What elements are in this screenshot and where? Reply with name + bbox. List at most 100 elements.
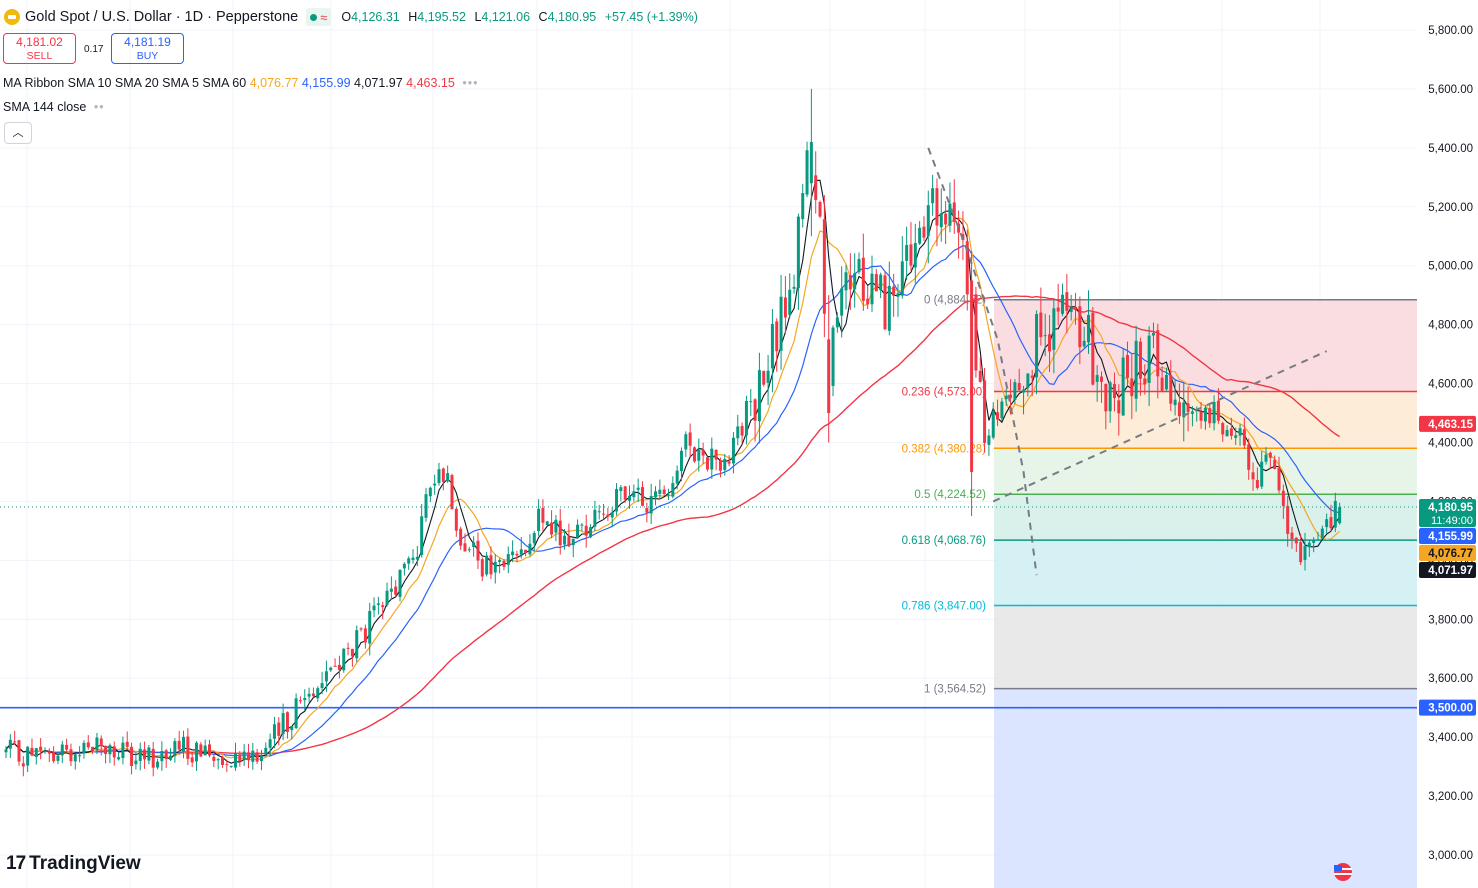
candle-body <box>879 274 883 291</box>
candle-body <box>1039 312 1043 338</box>
candle-body <box>407 558 411 564</box>
candle-body <box>597 511 601 513</box>
low-value: 4,121.06 <box>481 10 531 24</box>
tradingview-logo[interactable]: 17 TradingView <box>6 853 141 875</box>
candle <box>17 739 21 766</box>
candle <box>766 354 770 406</box>
buy-button[interactable]: 4,181.19 BUY <box>111 33 184 64</box>
indicator-ma-ribbon[interactable]: MA Ribbon SMA 10 SMA 20 SMA 5 SMA 60 4,0… <box>3 76 478 90</box>
candle-body <box>970 280 974 472</box>
candle <box>485 551 489 577</box>
candle <box>1316 532 1320 541</box>
candle <box>324 660 328 693</box>
y-tick-label: 5,000.00 <box>1428 261 1473 273</box>
candle-body <box>363 628 367 643</box>
price-label-text: 4,155.99 <box>1428 531 1473 543</box>
candle <box>195 741 199 771</box>
candle <box>718 457 722 478</box>
candle <box>628 485 632 509</box>
candle <box>805 141 809 198</box>
candle-body <box>944 213 948 225</box>
candle-body <box>307 693 311 697</box>
candle-body <box>60 744 64 756</box>
wave-icon: ≈ <box>320 9 328 25</box>
candle-body <box>394 586 398 595</box>
candle <box>1112 372 1116 412</box>
candle-body <box>1216 400 1220 421</box>
sell-button[interactable]: 4,181.02 SELL <box>3 33 76 64</box>
candle-body <box>506 554 510 565</box>
candle <box>52 746 56 764</box>
candle-body <box>1013 382 1017 400</box>
more-dots-icon[interactable]: ••• <box>462 76 479 90</box>
candle <box>944 200 948 245</box>
candle-body <box>195 742 199 762</box>
candle <box>1017 368 1021 392</box>
candle-body <box>1138 341 1142 379</box>
candle <box>1255 467 1259 490</box>
candle <box>104 745 108 764</box>
candle <box>662 485 666 496</box>
market-status-badge[interactable]: ≈ <box>306 8 332 26</box>
candle-body <box>95 737 99 751</box>
candle <box>372 597 376 618</box>
candle <box>1048 315 1052 372</box>
candle-body <box>169 755 173 760</box>
candle <box>99 735 103 756</box>
indicator-sma144[interactable]: SMA 144 close •• <box>3 100 105 114</box>
candle-body <box>1143 378 1147 385</box>
candle-body <box>463 543 467 552</box>
candle <box>350 648 354 667</box>
candle <box>948 182 952 233</box>
candle <box>117 752 121 761</box>
candle <box>619 485 623 502</box>
candle-body <box>130 746 134 767</box>
collapse-indicators-chevron-icon[interactable]: ︿ <box>4 122 32 144</box>
candle-body <box>450 475 454 510</box>
candle-body <box>1212 401 1216 424</box>
candle <box>1273 455 1277 470</box>
candle-body <box>965 241 969 295</box>
candle-body <box>1242 429 1246 446</box>
y-tick-label: 4,400.00 <box>1428 438 1473 450</box>
candle-body <box>381 605 385 608</box>
candle-body <box>550 522 554 535</box>
more-dots-icon[interactable]: •• <box>93 100 105 114</box>
candle-body <box>52 752 56 762</box>
ma-ribbon-value-2: 4,155.99 <box>301 76 351 90</box>
candle <box>528 534 532 557</box>
us-flag-icon[interactable] <box>1328 862 1358 882</box>
candle <box>593 500 597 532</box>
candle <box>1091 306 1095 386</box>
candle <box>333 658 337 667</box>
candle-body <box>675 470 679 484</box>
candle <box>913 223 917 284</box>
candle <box>1056 283 1060 326</box>
candle <box>1078 296 1082 365</box>
price-label-text: 4,071.97 <box>1428 565 1473 577</box>
tv-mark-icon: 17 <box>6 853 26 874</box>
candle-body <box>723 458 727 470</box>
candle <box>1251 462 1255 491</box>
candle <box>996 399 1000 427</box>
candle <box>1177 383 1181 424</box>
candle-body <box>303 698 307 701</box>
candle <box>1121 349 1125 416</box>
symbol-title[interactable]: Gold Spot / U.S. Dollar · 1D · Peppersto… <box>25 9 299 25</box>
candle-body <box>1169 375 1173 404</box>
candle-body <box>827 339 831 414</box>
candle-body <box>1009 394 1013 398</box>
candle <box>65 738 69 753</box>
candle-body <box>701 449 705 456</box>
candle-body <box>978 370 982 382</box>
candle-body <box>420 516 424 556</box>
candle-body <box>788 289 792 315</box>
candle-body <box>4 749 8 753</box>
candle <box>190 752 194 768</box>
candle <box>550 510 554 539</box>
candle <box>1238 424 1242 446</box>
candle <box>463 533 467 552</box>
symbol-header[interactable]: Gold Spot / U.S. Dollar · 1D · Peppersto… <box>4 7 698 27</box>
